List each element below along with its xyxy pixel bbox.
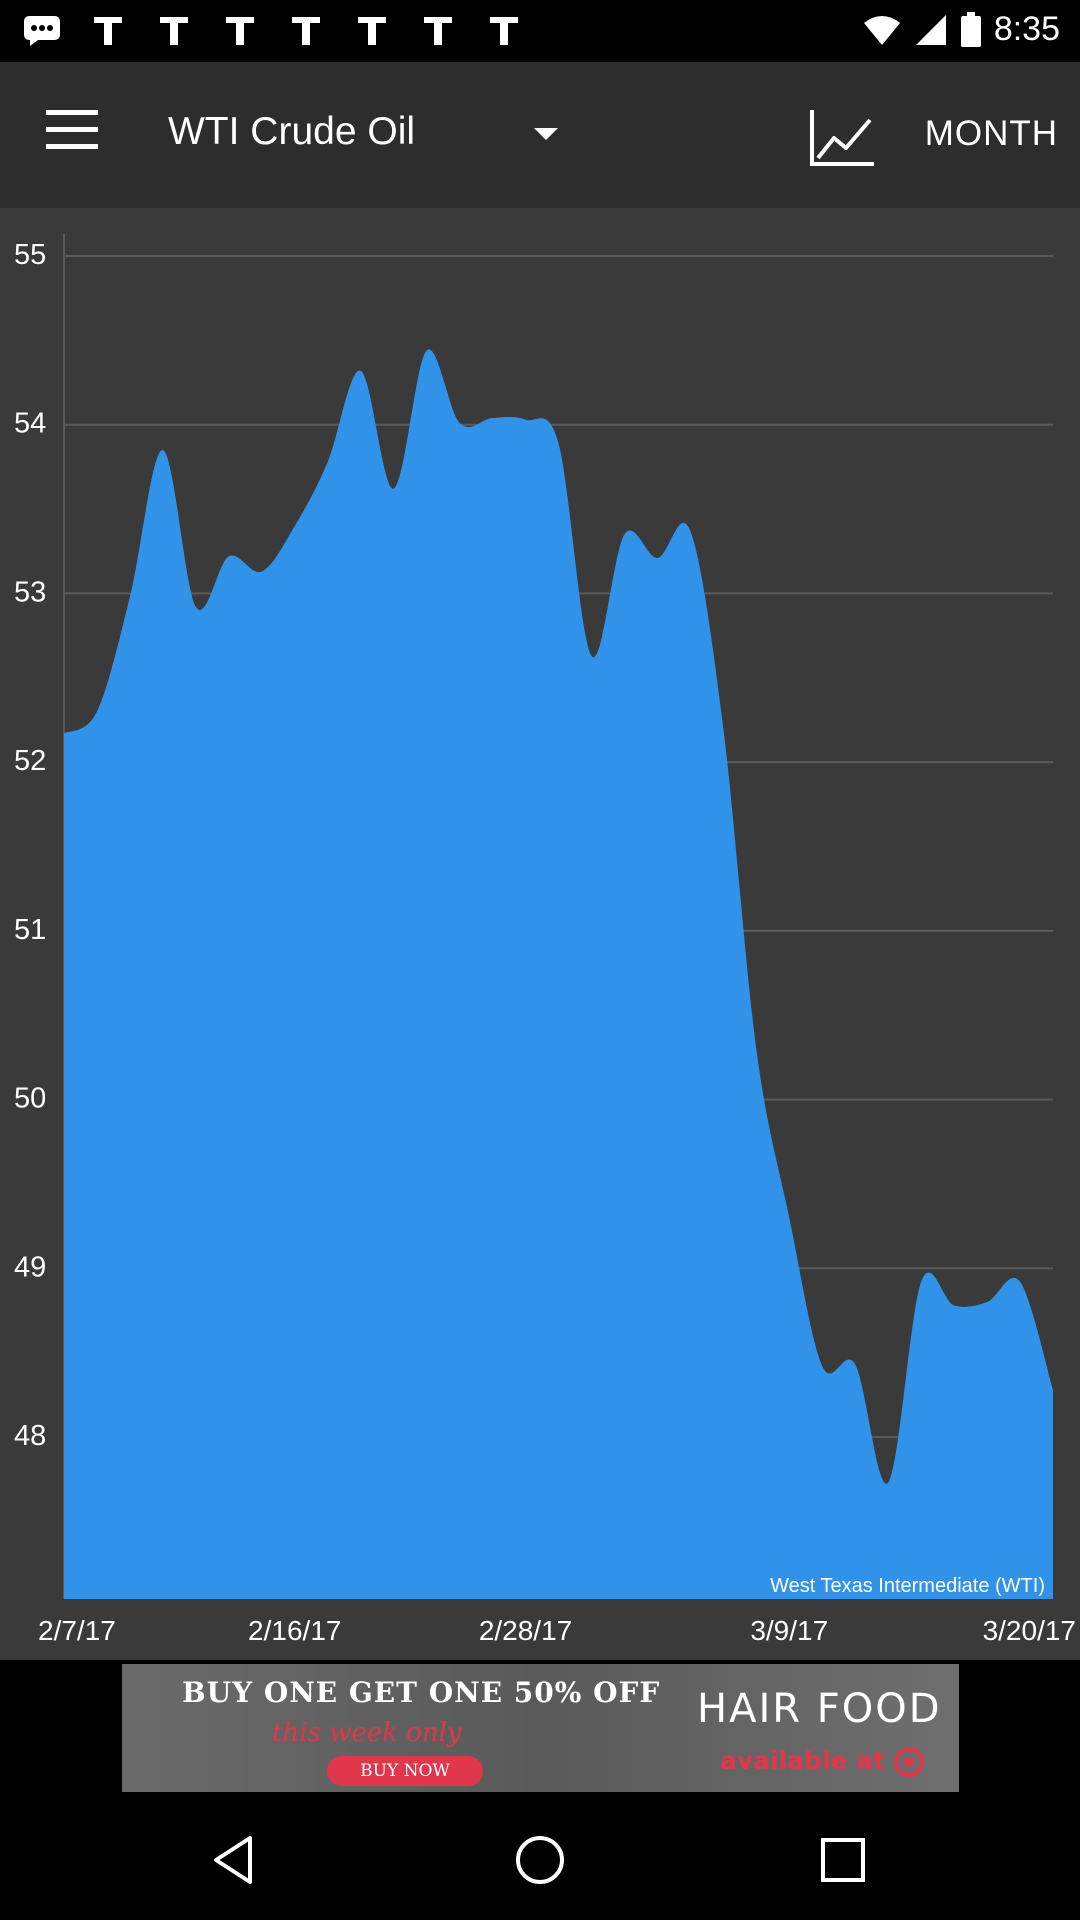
y-tick-label: 48 [14, 1420, 46, 1452]
data-point [585, 650, 597, 662]
ad-headline: BUY ONE GET ONE 50% OFF [182, 1676, 661, 1709]
photo-icon [292, 17, 320, 45]
data-point [487, 412, 499, 424]
data-point [190, 601, 202, 613]
x-tick-label: 2/7/17 [38, 1615, 116, 1646]
y-tick-label: 53 [14, 576, 46, 608]
status-right: 8:35 [862, 10, 1060, 49]
data-point [91, 706, 103, 718]
data-point [882, 1477, 894, 1489]
caret-down-icon [534, 128, 558, 140]
data-point [717, 722, 729, 734]
legend-entry: West Texas Intermediate (WTI) [770, 1575, 1045, 1597]
data-point [256, 565, 268, 577]
data-point [157, 444, 169, 456]
system-nav-bar [0, 1800, 1080, 1920]
data-point [750, 1043, 762, 1055]
data-point [58, 727, 70, 739]
ad-buy-now-button[interactable]: BUY NOW [327, 1756, 483, 1786]
x-tick-label: 2/28/17 [479, 1615, 572, 1646]
y-tick-label: 54 [14, 408, 46, 440]
price-chart[interactable]: 48 49 50 51 52 53 54 55 2/7/17 2/16/17 2/28/17 3/9… [0, 208, 1080, 1660]
y-tick-label: 52 [14, 745, 46, 777]
photo-icon [490, 17, 518, 45]
data-point [355, 365, 367, 377]
photo-icon [424, 17, 452, 45]
data-point [948, 1299, 960, 1311]
status-bar: 8:35 [0, 0, 1080, 62]
signal-icon [915, 14, 946, 45]
data-point [1014, 1276, 1026, 1288]
wifi-icon [863, 15, 900, 45]
y-tick-label: 50 [14, 1083, 46, 1115]
data-point [124, 591, 136, 603]
commodity-dropdown[interactable]: WTI Crude Oil [168, 102, 578, 164]
photo-icon [358, 17, 386, 45]
data-point [618, 528, 630, 540]
series-area-wti [64, 349, 1053, 1599]
battery-icon [960, 11, 981, 47]
line-chart-icon[interactable] [806, 106, 878, 170]
ad-banner[interactable]: BUY ONE GET ONE 50% OFF this week only B… [122, 1664, 959, 1792]
data-point [520, 414, 532, 426]
x-tick-label: 2/16/17 [248, 1615, 341, 1646]
data-point [915, 1276, 927, 1288]
data-point [388, 483, 400, 495]
ad-availability: available at [720, 1746, 885, 1775]
data-point [289, 520, 301, 532]
x-tick-label: 3/20/17 [983, 1615, 1076, 1646]
photo-icon [94, 17, 122, 45]
data-point [816, 1360, 828, 1372]
data-point [421, 344, 433, 356]
message-icon [24, 16, 60, 46]
y-tick-label: 49 [14, 1251, 46, 1283]
y-tick-label: 55 [14, 239, 46, 271]
data-point [553, 437, 565, 449]
target-logo-icon [894, 1747, 924, 1777]
x-tick-label: 3/9/17 [750, 1615, 828, 1646]
commodity-title: WTI Crude Oil [168, 110, 416, 153]
home-icon[interactable] [510, 1830, 570, 1890]
data-point [454, 417, 466, 429]
data-point [783, 1212, 795, 1224]
recents-icon[interactable] [813, 1830, 873, 1890]
data-point [684, 525, 696, 537]
data-point [223, 550, 235, 562]
data-point [981, 1296, 993, 1308]
app-toolbar: WTI Crude Oil MONTH [0, 62, 1080, 208]
hamburger-menu-icon[interactable] [46, 110, 98, 150]
data-point [849, 1358, 861, 1370]
y-tick-label: 51 [14, 914, 46, 946]
photo-icon [160, 17, 188, 45]
data-point [651, 552, 663, 564]
ad-subline: this week only [272, 1718, 462, 1748]
period-selector-button[interactable]: MONTH [924, 114, 1058, 153]
photo-icon [226, 17, 254, 45]
back-icon[interactable] [206, 1830, 266, 1890]
status-time: 8:35 [993, 10, 1060, 48]
area-chart-svg: 48 49 50 51 52 53 54 55 2/7/17 2/16/17 2/28/17 3/9… [14, 234, 1076, 1646]
data-point [322, 456, 334, 468]
ad-brand-logo: HAIR FOOD [697, 1686, 942, 1732]
data-point [1047, 1384, 1059, 1396]
notification-icons [22, 13, 524, 47]
